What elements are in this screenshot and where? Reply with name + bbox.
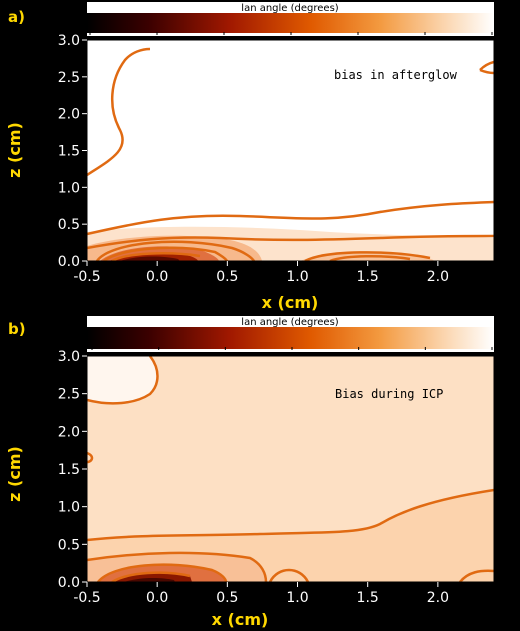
panel-b-svg: b) lan angle (degrees) -3.000-2.500-2.00…: [5, 316, 505, 629]
contour-b-bump: [268, 568, 310, 582]
contour-a-upper-left: [87, 47, 151, 177]
panel-a: a) lan angle (degrees) -3.000-2.500-2.00…: [0, 0, 520, 313]
x-tick-label: 1.5: [357, 269, 379, 285]
x-tick-label: 0.0: [146, 590, 168, 606]
contour-b-lobe1: [97, 563, 228, 582]
panel-b: b) lan angle (degrees) -3.000-2.500-2.00…: [0, 314, 520, 631]
contour-b-left-blob: [87, 451, 94, 464]
contour-b-topleft: [87, 356, 159, 405]
x-tick-label: -0.5: [73, 269, 100, 285]
y-tick-label: 1.0: [58, 180, 80, 196]
plot-b-fill-dark: [124, 577, 175, 582]
plot-b-contours: [87, 356, 494, 582]
contour-b-band1: [87, 488, 494, 542]
x-tick-label: 0.5: [216, 269, 238, 285]
y-axis-label-b: z (cm): [5, 446, 24, 502]
colorbar-b-gradient: [87, 327, 494, 349]
x-tick-label: 1.0: [286, 269, 308, 285]
contour-a-right-lobe2: [329, 254, 411, 261]
x-axis-b: -0.5 0.0 0.5 1.0 1.5 2.0: [73, 582, 449, 606]
y-tick-label: 2.0: [58, 107, 80, 123]
x-tick-label: 2.0: [427, 590, 449, 606]
x-tick-label: 1.5: [357, 590, 379, 606]
x-tick-label: 0.0: [146, 269, 168, 285]
plot-area-b: [86, 355, 495, 583]
y-axis-a: 0.0 0.5 1.0 1.5 2.0 2.5 3.0: [58, 33, 87, 270]
y-tick-label: 2.5: [58, 387, 80, 403]
x-tick-label: -0.5: [73, 590, 100, 606]
y-tick-label: 0.5: [58, 537, 80, 553]
x-axis-label-a: x (cm): [262, 293, 319, 312]
y-tick-label: 1.5: [58, 144, 80, 160]
panel-label-b: b): [8, 320, 26, 338]
plot-area-a: [86, 39, 495, 262]
annotation-b: Bias during ICP: [335, 387, 443, 401]
colorbar-a-gradient: [87, 13, 494, 33]
colorbar-b-title: lan angle (degrees): [241, 317, 339, 328]
y-axis-label-a: z (cm): [5, 122, 24, 178]
contour-a-lobe1: [95, 240, 256, 261]
x-tick-label: 0.5: [216, 590, 238, 606]
plot-a-background: [87, 40, 494, 261]
plot-a-contours: [87, 47, 494, 261]
y-tick-label: 0.5: [58, 217, 80, 233]
x-tick-label: 1.0: [286, 590, 308, 606]
y-tick-label: 1.5: [58, 462, 80, 478]
x-tick-label: 2.0: [427, 269, 449, 285]
contour-a-right-lobe: [304, 251, 431, 261]
colorbar-a-title: lan angle (degrees): [241, 3, 339, 14]
plot-a-fill-dark: [120, 256, 180, 261]
y-tick-label: 3.0: [58, 33, 80, 49]
y-axis-b: 0.0 0.5 1.0 1.5 2.0 2.5 3.0: [58, 349, 87, 591]
y-tick-label: 0.0: [58, 254, 80, 270]
y-tick-label: 1.0: [58, 500, 80, 516]
x-axis-a: -0.5 0.0 0.5 1.0 1.5 2.0: [73, 261, 449, 285]
y-tick-label: 2.5: [58, 70, 80, 86]
panel-label-a: a): [8, 8, 25, 26]
contour-a-lobe3: [111, 252, 201, 261]
contour-a-band1: [87, 200, 494, 236]
y-tick-label: 2.0: [58, 424, 80, 440]
y-tick-label: 0.0: [58, 575, 80, 591]
contour-a-band2: [87, 234, 494, 250]
contour-b-right: [459, 569, 494, 582]
y-tick-label: 3.0: [58, 349, 80, 365]
plot-b-fill-topleft: [87, 356, 158, 404]
contour-b-lobe2: [111, 571, 191, 582]
contour-a-upper-right: [479, 60, 494, 75]
contour-b-band2: [87, 551, 268, 582]
annotation-a: bias in afterglow: [334, 68, 458, 82]
colorbar-b: lan angle (degrees) -3.000-2.500-2.000-1…: [77, 316, 505, 362]
contour-a-lobe2: [103, 246, 229, 261]
panel-a-svg: a) lan angle (degrees) -3.000-2.500-2.00…: [5, 2, 505, 312]
x-axis-label-b: x (cm): [212, 610, 269, 629]
